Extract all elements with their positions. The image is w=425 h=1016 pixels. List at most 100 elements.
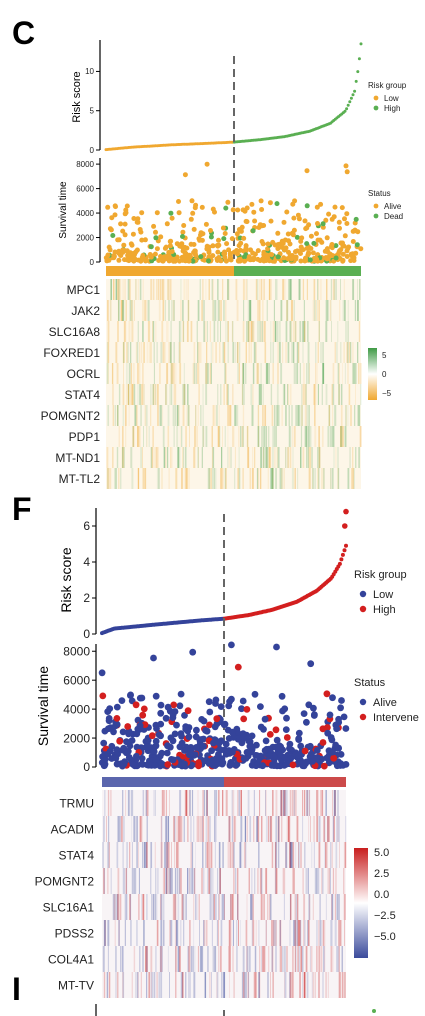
heatmap-cell <box>283 384 285 405</box>
heatmap-cell <box>153 363 155 384</box>
survival-point <box>116 257 122 263</box>
heatmap-cell <box>122 300 125 321</box>
heatmap-cell <box>213 946 216 972</box>
heatmap-cell <box>359 426 362 447</box>
heatmap-cell <box>134 405 137 426</box>
heatmap-cell <box>167 426 170 447</box>
heatmap-cell <box>151 894 153 920</box>
heatmap-cell <box>141 894 142 920</box>
heatmap-cell <box>110 279 112 300</box>
survival-point <box>232 762 240 769</box>
survival-point <box>238 240 244 246</box>
heatmap-cell <box>247 790 250 816</box>
heatmap-cell <box>309 894 311 920</box>
heatmap-cell <box>143 342 145 363</box>
heatmap-cell <box>219 842 221 868</box>
heatmap-cell <box>252 447 253 468</box>
heatmap-cell <box>206 790 208 816</box>
heatmap-cell <box>187 946 190 972</box>
survival-point <box>217 703 225 710</box>
c-surv-tick-label: 2000 <box>76 233 94 242</box>
heatmap-cell <box>222 342 225 363</box>
heatmap-cell <box>189 790 192 816</box>
heatmap-cell <box>115 972 117 998</box>
heatmap-cell <box>344 972 346 998</box>
heatmap-cell <box>298 842 300 868</box>
survival-point <box>252 218 258 224</box>
heatmap-cell <box>355 384 356 405</box>
heatmap-cell <box>117 300 119 321</box>
c-colorbar-gradient <box>368 348 377 400</box>
heatmap-cell <box>341 946 343 972</box>
heatmap-cell <box>329 426 331 447</box>
survival-point <box>106 257 112 263</box>
survival-point <box>351 255 357 261</box>
survival-point <box>322 248 328 254</box>
heatmap-cell <box>244 816 246 842</box>
heatmap-cell <box>354 300 356 321</box>
survival-point <box>227 250 233 256</box>
heatmap-cell <box>307 447 309 468</box>
heatmap-cell <box>227 384 229 405</box>
heatmap-cell <box>155 447 158 468</box>
heatmap-cell <box>254 868 256 894</box>
heatmap-cell <box>122 342 125 363</box>
heatmap-cell <box>218 790 220 816</box>
survival-point <box>337 751 345 758</box>
heatmap-cell <box>135 972 136 998</box>
survival-point <box>135 216 141 222</box>
heatmap-cell <box>182 384 184 405</box>
heatmap-cell <box>272 447 274 468</box>
heatmap-cell <box>179 342 181 363</box>
heatmap-cell <box>304 842 306 868</box>
survival-point <box>244 219 250 225</box>
survival-point <box>204 161 210 167</box>
heatmap-cell <box>274 447 276 468</box>
heatmap-cell <box>348 384 351 405</box>
heatmap-cell <box>241 842 243 868</box>
heatmap-cell <box>131 816 133 842</box>
heatmap-cell <box>308 363 310 384</box>
survival-point <box>318 201 324 207</box>
heatmap-cell <box>270 468 273 489</box>
heatmap-cell <box>178 405 180 426</box>
heatmap-cell <box>265 816 268 842</box>
survival-point <box>157 701 165 709</box>
heatmap-cell <box>172 300 175 321</box>
heatmap-cell <box>260 447 262 468</box>
heatmap-cell <box>274 842 277 868</box>
heatmap-cell <box>287 384 290 405</box>
heatmap-cell <box>232 790 235 816</box>
survival-point <box>227 761 235 768</box>
heatmap-cell <box>202 816 204 842</box>
heatmap-cell <box>125 405 127 426</box>
heatmap-cell <box>284 972 285 998</box>
heatmap-cell <box>227 279 229 300</box>
survival-point <box>325 747 333 755</box>
survival-point <box>282 246 288 252</box>
heatmap-cell <box>113 894 116 920</box>
heatmap-cell <box>135 279 137 300</box>
heatmap-cell <box>332 816 334 842</box>
heatmap-cell <box>335 279 337 300</box>
survival-point <box>105 204 111 210</box>
heatmap-cell <box>207 321 208 342</box>
survival-point <box>200 742 207 750</box>
heatmap-cell <box>318 972 320 998</box>
heatmap-cell <box>311 972 313 998</box>
f-legend-high-marker <box>359 605 367 613</box>
heatmap-cell <box>299 279 301 300</box>
survival-point <box>284 209 290 215</box>
heatmap-cell <box>349 447 351 468</box>
heatmap-cell <box>303 279 305 300</box>
heatmap-cell <box>277 405 279 426</box>
heatmap-cell <box>130 300 133 321</box>
heatmap-cell <box>233 972 235 998</box>
heatmap-cell <box>183 279 185 300</box>
survival-point <box>278 692 286 700</box>
heatmap-cell <box>337 468 339 489</box>
survival-point <box>169 756 177 764</box>
heatmap-cell <box>287 447 289 468</box>
heatmap-cell <box>218 405 220 426</box>
